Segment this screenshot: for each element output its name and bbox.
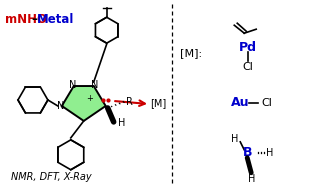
Polygon shape [18,87,48,113]
Text: H: H [230,134,238,144]
Text: –: – [31,13,37,26]
Text: +: + [86,94,93,104]
Text: Pd: Pd [239,41,257,54]
Polygon shape [62,86,106,121]
Text: N: N [57,101,65,111]
Polygon shape [58,140,84,170]
Text: N: N [69,80,76,90]
Text: R: R [126,97,133,107]
Text: H: H [248,174,255,184]
Text: Au: Au [231,96,249,109]
Text: H: H [118,118,125,128]
Polygon shape [95,17,118,43]
Text: Cl: Cl [243,62,254,72]
Text: B: B [243,146,252,159]
Text: H: H [266,148,274,158]
Text: mNHO: mNHO [5,13,47,26]
Text: Metal: Metal [37,13,74,26]
Text: [M]: [M] [151,98,167,108]
Text: Cl: Cl [261,98,272,108]
Text: N: N [91,80,98,90]
Text: NMR, DFT, X-Ray: NMR, DFT, X-Ray [10,172,91,182]
Text: [M]:: [M]: [180,48,203,58]
